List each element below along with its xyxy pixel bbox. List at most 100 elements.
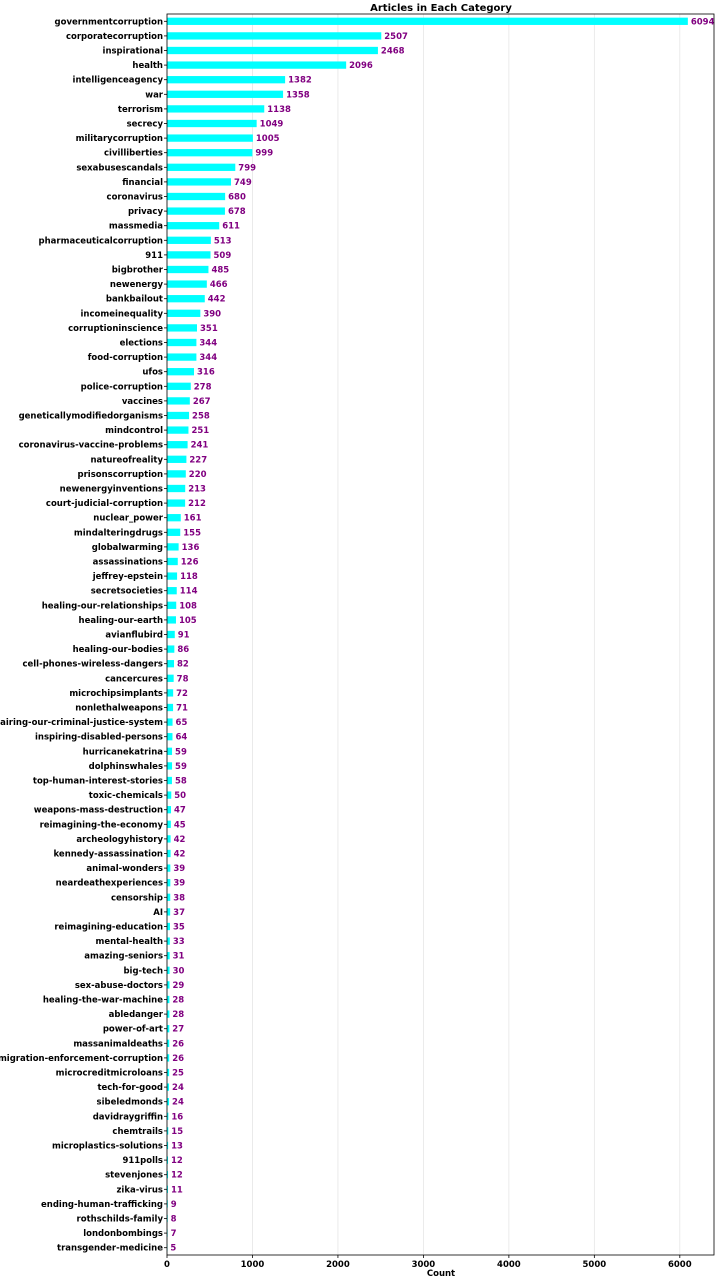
data-label: 91 [178, 631, 190, 641]
category-label: zika-virus [116, 1185, 163, 1195]
category-label: militarycorruption [76, 134, 163, 144]
bar [167, 105, 265, 113]
category-label: AI [153, 908, 163, 918]
category-label: prisonscorruption [78, 470, 163, 480]
bar [167, 601, 177, 609]
data-label: 64 [175, 733, 187, 743]
category-label: reimagining-education [54, 923, 163, 933]
category-label: financial [122, 178, 163, 188]
bar [167, 1156, 169, 1164]
category-label: terrorism [118, 105, 163, 115]
data-label: 749 [234, 178, 252, 188]
data-label: 136 [182, 543, 200, 553]
bar [167, 90, 284, 98]
category-label: big-tech [123, 966, 163, 976]
category-label: kennedy-assassination [54, 850, 164, 860]
data-label: 509 [214, 251, 232, 261]
category-label: power-of-art [103, 1025, 163, 1035]
bar [167, 718, 173, 726]
bar [167, 645, 175, 653]
category-label: assassinations [93, 558, 163, 568]
bar [167, 703, 174, 712]
data-label: 37 [173, 908, 185, 918]
category-label: animal-wonders [86, 864, 163, 874]
bar [167, 937, 170, 945]
bar [167, 353, 197, 361]
category-label: healing-our-earth [79, 616, 163, 626]
category-label: healing-the-war-machine [43, 996, 163, 1006]
category-label: mindalteringdrugs [74, 528, 163, 538]
category-label: bigbrother [112, 266, 164, 276]
x-tick-label: 0 [164, 1260, 170, 1270]
category-label: natureofreality [90, 455, 163, 465]
category-label: 911 [145, 251, 163, 261]
data-label: 390 [203, 309, 221, 319]
category-label: archeologyhistory [76, 835, 163, 845]
category-label: jeffrey-epstein [92, 572, 163, 582]
data-label: 15 [171, 1127, 183, 1137]
data-label: 1138 [267, 105, 291, 115]
category-label: nuclear_power [93, 514, 164, 524]
category-label: dolphinswhales [89, 762, 163, 772]
category-label: inspiring-disabled-persons [35, 733, 163, 743]
bar [167, 1098, 170, 1106]
category-label: pharmaceuticalcorruption [39, 236, 163, 246]
bar [167, 426, 189, 434]
bar [167, 1127, 169, 1135]
bar [167, 411, 190, 420]
data-label: 65 [176, 718, 188, 728]
category-label: amazing-seniors [84, 952, 163, 962]
data-label: 678 [228, 207, 246, 217]
category-label: censorship [111, 893, 163, 903]
category-label: toxic-chemicals [89, 791, 163, 801]
bar [167, 192, 226, 201]
data-label: 1358 [286, 90, 310, 100]
bar [167, 1171, 169, 1179]
category-label: coronavirus-vaccine-problems [19, 441, 163, 451]
data-label: 27 [172, 1025, 184, 1035]
data-label: 316 [197, 368, 215, 378]
category-label: corruptioninscience [68, 324, 163, 334]
data-labels: 6094250724682096138213581138104910059997… [170, 17, 714, 1253]
data-label: 442 [208, 295, 226, 305]
bar [167, 178, 232, 186]
data-label: 42 [174, 835, 186, 845]
bar [167, 543, 179, 551]
data-label: 258 [192, 412, 210, 422]
data-label: 25 [172, 1069, 184, 1079]
bar [167, 32, 382, 40]
bar [167, 309, 201, 317]
plot-frame [166, 13, 715, 1256]
data-label: 30 [173, 966, 185, 976]
data-label: 351 [200, 324, 218, 334]
bar [167, 660, 175, 668]
bar [167, 922, 170, 931]
category-labels: governmentcorruption corporatecorruption i… [0, 17, 167, 1254]
category-label: microcreditmicroloans [56, 1069, 163, 1079]
x-axis-label: Count [427, 1269, 455, 1279]
bar [167, 1010, 170, 1018]
bar [167, 864, 171, 872]
category-label: nonlethalweapons [75, 704, 163, 714]
category-label: newenergy [110, 280, 164, 290]
data-label: 799 [238, 163, 256, 173]
data-label: 220 [189, 470, 207, 480]
data-label: 26 [172, 1039, 184, 1049]
category-label: chemtrails [112, 1127, 163, 1137]
data-label: 126 [181, 558, 199, 568]
data-label: 2468 [381, 47, 405, 57]
category-label: war [145, 90, 164, 100]
data-label: 13 [171, 1142, 183, 1152]
category-label: reimagining-the-economy [40, 820, 164, 830]
data-label: 59 [175, 747, 187, 757]
data-label: 35 [173, 923, 185, 933]
data-label: 114 [180, 587, 198, 597]
bar [167, 1112, 169, 1120]
category-label: avianflubird [105, 631, 163, 641]
bar [167, 762, 173, 770]
category-label: secretsocieties [91, 587, 163, 597]
category-label: top-human-interest-stories [33, 777, 163, 787]
bar [167, 879, 171, 887]
category-label: newenergyinventions [60, 485, 163, 495]
data-label: 45 [174, 820, 186, 830]
